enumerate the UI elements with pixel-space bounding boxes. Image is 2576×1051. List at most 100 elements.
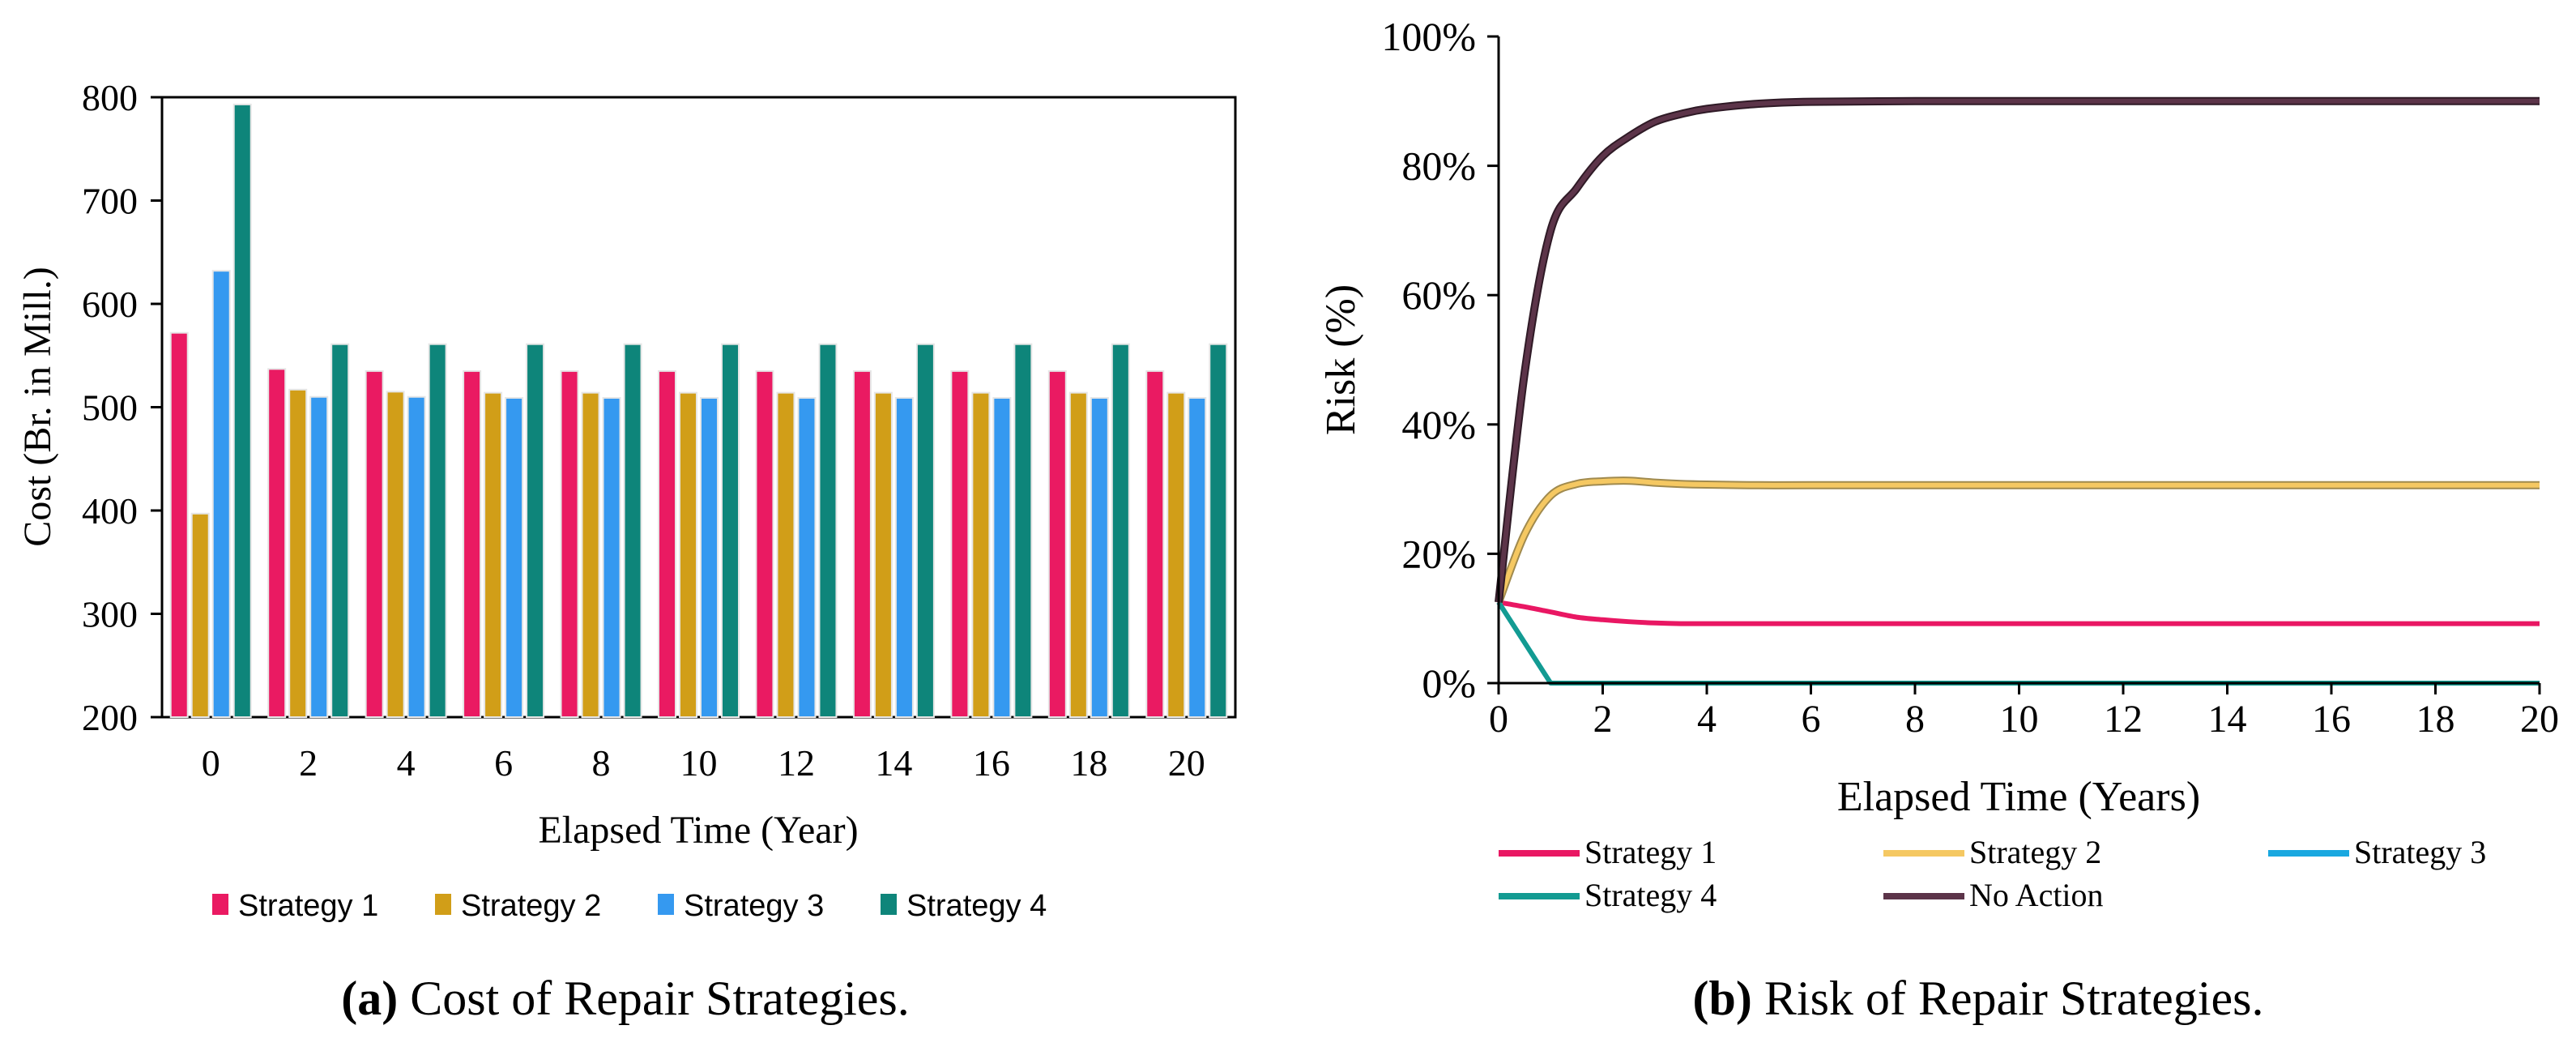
risk-x-tick-label: 0 <box>1489 698 1508 741</box>
cost-bar <box>1166 391 1186 718</box>
cost-bar <box>1188 397 1207 718</box>
cost-bar <box>526 343 545 718</box>
cost-bar <box>776 391 795 718</box>
risk-series-line <box>1498 600 2540 626</box>
cost-bar <box>700 397 719 718</box>
cost-bar <box>428 343 447 718</box>
risk-y-axis-ticks: 0% 20% 40% 60% 80% 100% <box>1381 14 1499 706</box>
risk-x-tick-label: 14 <box>2208 698 2247 741</box>
cost-legend-swatch <box>658 894 674 915</box>
cost-bar <box>623 343 642 718</box>
cost-x-tick-label: 16 <box>973 742 1010 784</box>
cost-bar <box>602 397 621 718</box>
cost-bar <box>1090 397 1109 718</box>
cost-bar <box>505 397 524 718</box>
cost-bar <box>1068 391 1088 718</box>
cost-caption-letter: (a) <box>341 972 398 1025</box>
risk-y-tick-label: 100% <box>1381 14 1476 59</box>
risk-series-line <box>1496 600 2540 686</box>
risk-series-line <box>1496 98 2540 603</box>
cost-bar <box>560 370 579 718</box>
cost-bar <box>797 397 817 718</box>
cost-caption-text: Cost of Repair Strategies. <box>398 972 910 1025</box>
cost-bar <box>679 391 697 718</box>
risk-series-outline <box>1495 96 2540 603</box>
risk-x-tick-label: 2 <box>1593 698 1613 741</box>
cost-y-tick-label: 200 <box>82 697 138 738</box>
risk-series-outline <box>1495 476 2540 605</box>
cost-y-tick-label: 500 <box>82 387 138 429</box>
risk-x-tick-label: 12 <box>2104 698 2143 741</box>
cost-bar <box>365 370 384 718</box>
risk-legend-label: Strategy 3 <box>2354 834 2486 870</box>
risk-y-axis-label: Risk (%) <box>1318 284 1364 435</box>
risk-x-tick-label: 16 <box>2312 698 2351 741</box>
cost-y-tick-label: 300 <box>82 594 138 635</box>
cost-bar <box>1209 343 1228 718</box>
cost-bar <box>331 343 350 718</box>
cost-legend: Strategy 1 Strategy 2 Strategy 3 Strategy 4 <box>212 889 1047 923</box>
risk-x-tick-label: 20 <box>2520 698 2559 741</box>
risk-x-tick-label: 6 <box>1802 698 1821 741</box>
cost-legend-swatch <box>212 894 228 915</box>
cost-bar <box>211 270 231 718</box>
cost-x-tick-label: 10 <box>680 742 718 784</box>
cost-legend-label: Strategy 1 <box>238 889 378 923</box>
risk-series-line <box>1496 600 2540 686</box>
cost-bar <box>463 370 482 718</box>
cost-bar <box>484 391 503 718</box>
cost-bar <box>288 388 308 718</box>
cost-x-tick-label: 14 <box>875 742 912 784</box>
cost-x-tick-label: 0 <box>202 742 220 784</box>
cost-bar <box>407 395 426 718</box>
risk-legend-label: Strategy 2 <box>1969 834 2101 870</box>
risk-caption-letter: (b) <box>1693 972 1752 1025</box>
cost-bars <box>169 103 1228 719</box>
cost-x-tick-label: 6 <box>494 742 513 784</box>
cost-x-axis-label: Elapsed Time (Year) <box>538 809 858 852</box>
cost-bar <box>873 391 893 718</box>
cost-bar <box>950 370 970 718</box>
cost-bar <box>169 331 189 718</box>
risk-series-lines <box>1495 96 2540 686</box>
cost-bar <box>818 343 838 718</box>
cost-y-tick-label: 600 <box>82 284 138 325</box>
cost-bar <box>721 343 740 718</box>
cost-bar <box>852 370 872 718</box>
cost-x-axis-ticks: 0 2 4 6 8 10 12 14 16 18 20 <box>202 742 1205 784</box>
risk-x-tick-label: 4 <box>1697 698 1717 741</box>
risk-y-tick-label: 80% <box>1401 143 1476 189</box>
cost-legend-label: Strategy 4 <box>906 889 1047 923</box>
risk-legend: Strategy 1 Strategy 2 Strategy 3 Strategy 4… <box>1499 834 2486 913</box>
cost-bar <box>1013 343 1033 718</box>
cost-bar <box>1047 370 1067 718</box>
cost-legend-label: Strategy 3 <box>684 889 824 923</box>
risk-x-tick-label: 10 <box>2000 698 2039 741</box>
cost-bar <box>267 368 287 718</box>
cost-y-tick-label: 700 <box>82 181 138 222</box>
cost-y-tick-label: 800 <box>82 77 138 118</box>
risk-caption-text: Risk of Repair Strategies. <box>1752 972 2264 1025</box>
cost-bar <box>190 512 210 719</box>
risk-caption: (b) Risk of Repair Strategies. <box>1693 972 2264 1025</box>
risk-y-tick-label: 60% <box>1401 272 1476 318</box>
cost-x-tick-label: 12 <box>778 742 815 784</box>
cost-x-tick-label: 4 <box>397 742 416 784</box>
cost-x-tick-label: 8 <box>592 742 611 784</box>
risk-y-tick-label: 40% <box>1401 402 1476 447</box>
cost-bar <box>232 103 252 719</box>
risk-x-tick-label: 18 <box>2416 698 2455 741</box>
cost-bar <box>1145 370 1165 718</box>
cost-y-axis-label: Cost (Br. in Mill.) <box>16 267 59 546</box>
cost-x-tick-label: 20 <box>1168 742 1205 784</box>
risk-x-axis-label: Elapsed Time (Years) <box>1837 774 2200 820</box>
risk-series-line <box>1496 478 2540 604</box>
cost-bar <box>992 397 1012 718</box>
cost-x-tick-label: 18 <box>1070 742 1107 784</box>
risk-legend-label: Strategy 4 <box>1584 877 1717 913</box>
risk-x-tick-label: 8 <box>1905 698 1925 741</box>
cost-legend-label: Strategy 2 <box>461 889 601 923</box>
cost-bar <box>309 395 329 718</box>
cost-bar <box>386 391 405 718</box>
